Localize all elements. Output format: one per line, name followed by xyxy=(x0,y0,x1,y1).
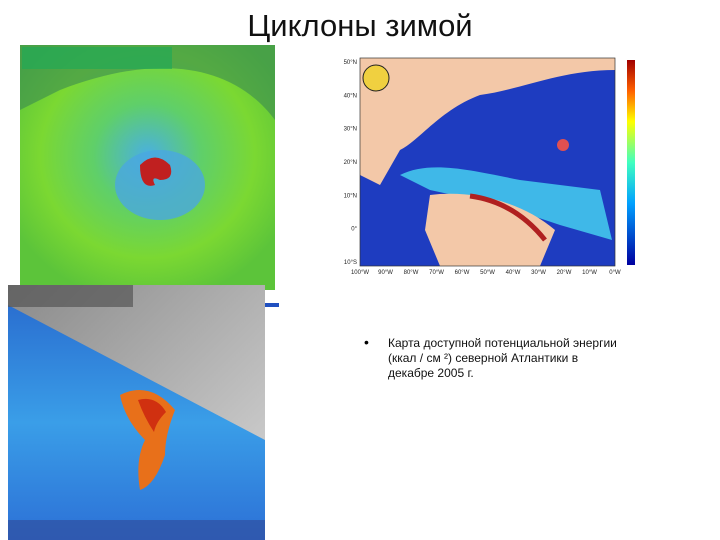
energy-map: 50°N 40°N 30°N 20°N 10°N 0° 10°S 100°W 90°W 80°W 7… xyxy=(344,57,635,276)
lon-label: 0°W xyxy=(609,270,621,276)
lon-label: 60°W xyxy=(455,270,470,276)
lon-label: 70°W xyxy=(429,270,444,276)
lon-label: 90°W xyxy=(378,270,393,276)
lon-label: 30°W xyxy=(531,270,546,276)
lon-label: 100°W xyxy=(351,270,369,276)
bullet-dot: • xyxy=(364,334,369,350)
satellite-image-bottom xyxy=(8,285,265,540)
lon-label: 80°W xyxy=(404,270,419,276)
slide-title: Циклоны зимой xyxy=(247,8,473,43)
lat-label: 40°N xyxy=(344,93,357,99)
lat-label: 10°N xyxy=(344,193,357,199)
lat-label: 50°N xyxy=(344,60,357,66)
lon-label: 40°W xyxy=(506,270,521,276)
lat-label: 10°S xyxy=(344,260,357,266)
lon-label: 10°W xyxy=(582,270,597,276)
lon-label: 20°W xyxy=(557,270,572,276)
lat-label: 0° xyxy=(351,227,357,233)
bullet-text: Карта доступной потенциальной энергии (к… xyxy=(388,336,617,380)
lat-label: 20°N xyxy=(344,160,357,166)
satellite-image-top xyxy=(20,45,275,290)
lat-label: 30°N xyxy=(344,127,357,133)
lon-label: 50°W xyxy=(480,270,495,276)
